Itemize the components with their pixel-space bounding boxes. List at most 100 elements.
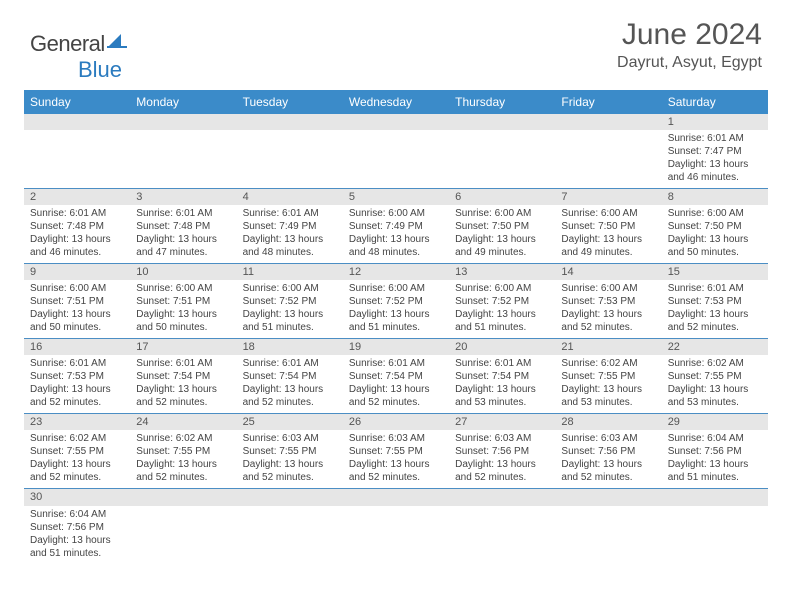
- dayname: Friday: [555, 90, 661, 114]
- day-content-cell: [237, 506, 343, 564]
- sunrise-line: Sunrise: 6:01 AM: [30, 207, 124, 220]
- sunrise-line: Sunrise: 6:03 AM: [561, 432, 655, 445]
- sunset-line: Sunset: 7:55 PM: [30, 445, 124, 458]
- day-content-cell: Sunrise: 6:01 AMSunset: 7:48 PMDaylight:…: [130, 205, 236, 264]
- sunset-line: Sunset: 7:53 PM: [30, 370, 124, 383]
- sunrise-line: Sunrise: 6:01 AM: [668, 282, 762, 295]
- day-number-cell: 20: [449, 339, 555, 356]
- content-row: Sunrise: 6:04 AMSunset: 7:56 PMDaylight:…: [24, 506, 768, 564]
- day-content-cell: Sunrise: 6:00 AMSunset: 7:50 PMDaylight:…: [662, 205, 768, 264]
- day-content-cell: Sunrise: 6:00 AMSunset: 7:53 PMDaylight:…: [555, 280, 661, 339]
- calendar-table: Sunday Monday Tuesday Wednesday Thursday…: [24, 90, 768, 564]
- dayname: Tuesday: [237, 90, 343, 114]
- day-number-cell: 13: [449, 264, 555, 281]
- day-content-cell: Sunrise: 6:01 AMSunset: 7:53 PMDaylight:…: [662, 280, 768, 339]
- day-content-cell: [24, 130, 130, 189]
- daylight-line: Daylight: 13 hours and 51 minutes.: [30, 534, 124, 560]
- sunset-line: Sunset: 7:54 PM: [136, 370, 230, 383]
- dayname: Wednesday: [343, 90, 449, 114]
- daylight-line: Daylight: 13 hours and 51 minutes.: [243, 308, 337, 334]
- header-block: June 2024 Dayrut, Asyut, Egypt: [24, 18, 768, 72]
- day-content-cell: [130, 506, 236, 564]
- sunrise-line: Sunrise: 6:00 AM: [561, 207, 655, 220]
- daylight-line: Daylight: 13 hours and 51 minutes.: [668, 458, 762, 484]
- daylight-line: Daylight: 13 hours and 50 minutes.: [136, 308, 230, 334]
- day-content-cell: Sunrise: 6:01 AMSunset: 7:54 PMDaylight:…: [237, 355, 343, 414]
- day-number-cell: 18: [237, 339, 343, 356]
- daylight-line: Daylight: 13 hours and 48 minutes.: [243, 233, 337, 259]
- sunrise-line: Sunrise: 6:01 AM: [455, 357, 549, 370]
- day-number-cell: [237, 489, 343, 506]
- sunrise-line: Sunrise: 6:01 AM: [136, 207, 230, 220]
- day-content-cell: [449, 506, 555, 564]
- sunrise-line: Sunrise: 6:01 AM: [349, 357, 443, 370]
- day-number-cell: 6: [449, 189, 555, 206]
- sunrise-line: Sunrise: 6:03 AM: [243, 432, 337, 445]
- sunrise-line: Sunrise: 6:04 AM: [30, 508, 124, 521]
- daylight-line: Daylight: 13 hours and 52 minutes.: [30, 383, 124, 409]
- sunrise-line: Sunrise: 6:04 AM: [668, 432, 762, 445]
- sunset-line: Sunset: 7:55 PM: [349, 445, 443, 458]
- day-number-cell: [24, 114, 130, 130]
- sunrise-line: Sunrise: 6:00 AM: [455, 207, 549, 220]
- day-number-cell: 7: [555, 189, 661, 206]
- sunset-line: Sunset: 7:52 PM: [349, 295, 443, 308]
- sunset-line: Sunset: 7:55 PM: [561, 370, 655, 383]
- day-number-cell: 26: [343, 414, 449, 431]
- day-content-cell: Sunrise: 6:01 AMSunset: 7:54 PMDaylight:…: [130, 355, 236, 414]
- sunset-line: Sunset: 7:56 PM: [561, 445, 655, 458]
- daylight-line: Daylight: 13 hours and 53 minutes.: [561, 383, 655, 409]
- content-row: Sunrise: 6:01 AMSunset: 7:53 PMDaylight:…: [24, 355, 768, 414]
- brand-logo: General Blue: [30, 28, 127, 83]
- day-number-cell: 29: [662, 414, 768, 431]
- day-number-cell: [130, 114, 236, 130]
- day-number-cell: 15: [662, 264, 768, 281]
- sunset-line: Sunset: 7:49 PM: [349, 220, 443, 233]
- day-content-cell: Sunrise: 6:04 AMSunset: 7:56 PMDaylight:…: [662, 430, 768, 489]
- day-number-cell: 17: [130, 339, 236, 356]
- day-number-cell: [555, 489, 661, 506]
- day-content-cell: Sunrise: 6:03 AMSunset: 7:55 PMDaylight:…: [343, 430, 449, 489]
- day-number-cell: 5: [343, 189, 449, 206]
- sunset-line: Sunset: 7:54 PM: [349, 370, 443, 383]
- daylight-line: Daylight: 13 hours and 48 minutes.: [349, 233, 443, 259]
- sunset-line: Sunset: 7:54 PM: [243, 370, 337, 383]
- daylight-line: Daylight: 13 hours and 46 minutes.: [668, 158, 762, 184]
- day-content-cell: Sunrise: 6:02 AMSunset: 7:55 PMDaylight:…: [662, 355, 768, 414]
- day-number-cell: 28: [555, 414, 661, 431]
- sunrise-line: Sunrise: 6:03 AM: [455, 432, 549, 445]
- sunrise-line: Sunrise: 6:00 AM: [455, 282, 549, 295]
- sunrise-line: Sunrise: 6:02 AM: [30, 432, 124, 445]
- daylight-line: Daylight: 13 hours and 49 minutes.: [455, 233, 549, 259]
- day-content-cell: Sunrise: 6:02 AMSunset: 7:55 PMDaylight:…: [555, 355, 661, 414]
- daylight-line: Daylight: 13 hours and 52 minutes.: [349, 458, 443, 484]
- sunset-line: Sunset: 7:52 PM: [243, 295, 337, 308]
- dayname: Monday: [130, 90, 236, 114]
- daynum-row: 9101112131415: [24, 264, 768, 281]
- day-number-cell: 21: [555, 339, 661, 356]
- daylight-line: Daylight: 13 hours and 51 minutes.: [349, 308, 443, 334]
- sunset-line: Sunset: 7:56 PM: [30, 521, 124, 534]
- day-content-cell: [343, 506, 449, 564]
- sunrise-line: Sunrise: 6:01 AM: [243, 207, 337, 220]
- sunset-line: Sunset: 7:50 PM: [561, 220, 655, 233]
- brand-part1: General: [30, 31, 105, 56]
- day-content-cell: [343, 130, 449, 189]
- day-number-cell: 19: [343, 339, 449, 356]
- sunrise-line: Sunrise: 6:00 AM: [668, 207, 762, 220]
- sunset-line: Sunset: 7:48 PM: [30, 220, 124, 233]
- day-number-cell: [343, 489, 449, 506]
- day-content-cell: Sunrise: 6:03 AMSunset: 7:56 PMDaylight:…: [555, 430, 661, 489]
- day-content-cell: Sunrise: 6:02 AMSunset: 7:55 PMDaylight:…: [130, 430, 236, 489]
- content-row: Sunrise: 6:01 AMSunset: 7:47 PMDaylight:…: [24, 130, 768, 189]
- daylight-line: Daylight: 13 hours and 53 minutes.: [455, 383, 549, 409]
- month-title: June 2024: [24, 18, 762, 52]
- sunrise-line: Sunrise: 6:01 AM: [243, 357, 337, 370]
- day-content-cell: Sunrise: 6:03 AMSunset: 7:55 PMDaylight:…: [237, 430, 343, 489]
- sunset-line: Sunset: 7:55 PM: [668, 370, 762, 383]
- daylight-line: Daylight: 13 hours and 51 minutes.: [455, 308, 549, 334]
- day-content-cell: Sunrise: 6:04 AMSunset: 7:56 PMDaylight:…: [24, 506, 130, 564]
- daylight-line: Daylight: 13 hours and 52 minutes.: [243, 383, 337, 409]
- day-number-cell: 9: [24, 264, 130, 281]
- day-number-cell: 10: [130, 264, 236, 281]
